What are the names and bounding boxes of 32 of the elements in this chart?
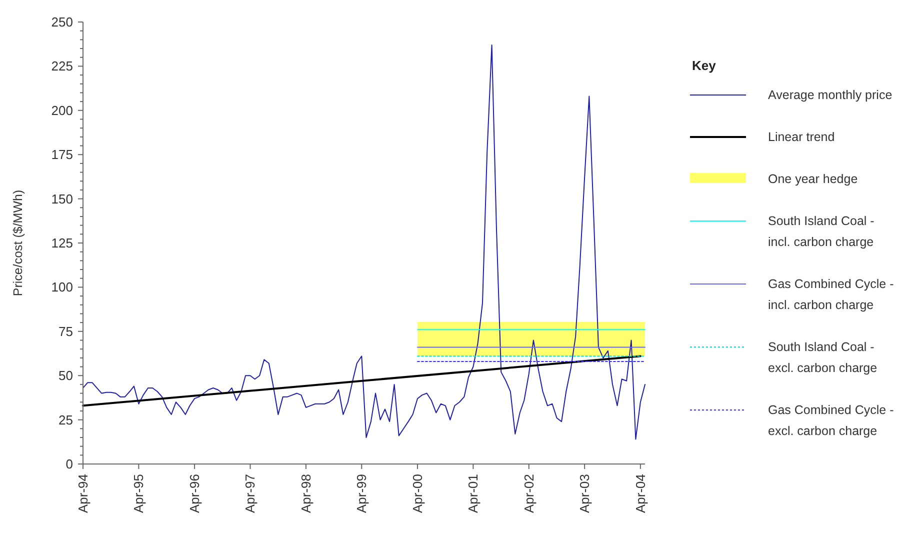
y-tick-label: 125: [51, 236, 73, 250]
x-tick-label: Apr-00: [410, 474, 425, 514]
x-tick-label: Apr-02: [521, 474, 536, 514]
x-tick-label: Apr-98: [298, 474, 314, 514]
y-tick-label: 200: [51, 102, 73, 118]
y-tick-label: 50: [58, 368, 73, 384]
y-tick-label: 225: [51, 58, 73, 74]
x-tick-label: Apr-01: [466, 474, 481, 514]
x-tick-label: Apr-96: [187, 474, 202, 514]
y-tick-label: 100: [51, 280, 73, 295]
y-tick-label: 25: [58, 412, 73, 428]
legend-label: South Island Coal - excl. carbon charge: [768, 340, 878, 375]
x-tick-label: Apr-04: [632, 474, 648, 514]
y-tick-label: 175: [51, 147, 73, 162]
legend-label: Gas Combined Cycle - excl. carbon charge: [768, 403, 894, 438]
legend-label: Linear trend: [768, 130, 835, 144]
legend-label: One year hedge: [768, 172, 858, 186]
y-tick-label: 75: [58, 324, 73, 339]
y-tick-label: 250: [51, 14, 73, 30]
y-axis-title: Price/cost ($/MWh): [11, 190, 25, 296]
legend-label: South Island Coal - incl. carbon charge: [768, 214, 874, 249]
legend-label: Gas Combined Cycle - incl. carbon charge: [768, 277, 894, 312]
x-tick-label: Apr-95: [131, 474, 146, 514]
x-tick-label: Apr-97: [242, 474, 258, 514]
y-tick-label: 150: [51, 191, 73, 206]
x-tick-label: Apr-94: [76, 474, 90, 514]
x-tick-label: Apr-99: [354, 474, 370, 514]
line-series: [82, 44, 646, 440]
x-tick-label: Apr-03: [577, 474, 592, 514]
y-tick-label: 0: [66, 456, 73, 472]
legend-label: Average monthly price: [768, 88, 892, 102]
legend-title: Key: [692, 58, 717, 73]
